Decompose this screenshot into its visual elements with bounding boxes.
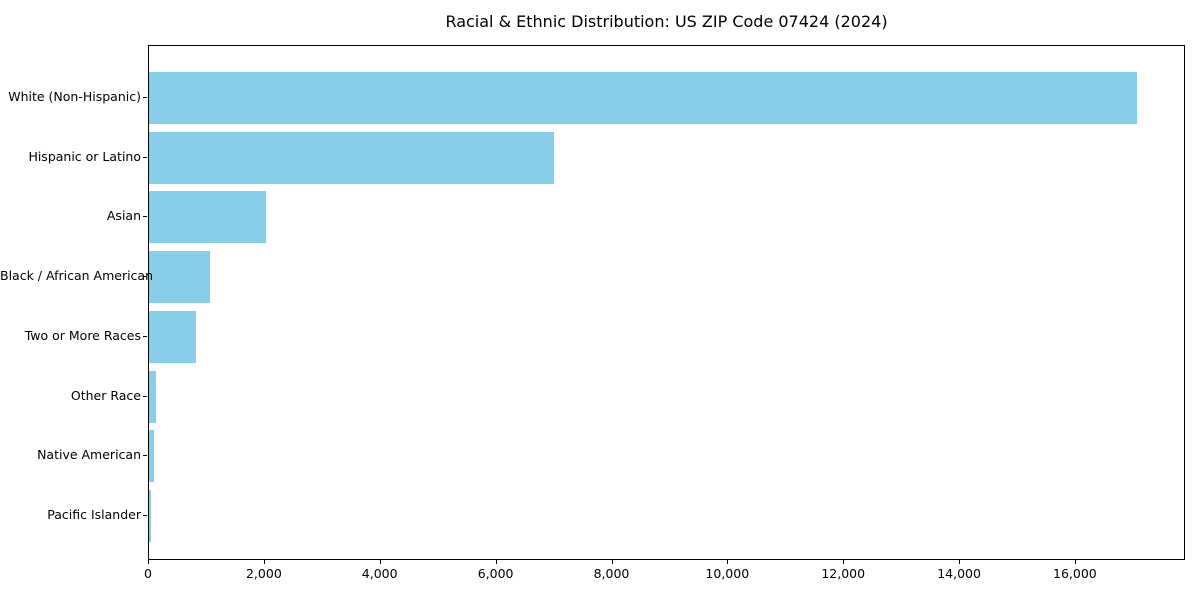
x-tick-mark bbox=[263, 560, 265, 564]
y-tick-mark bbox=[143, 455, 147, 457]
y-tick-label: Other Race bbox=[70, 387, 141, 403]
x-tick-mark bbox=[843, 560, 845, 564]
bar-black-african-american bbox=[149, 251, 211, 304]
y-tick-mark bbox=[143, 97, 147, 98]
x-tick-mark bbox=[148, 560, 149, 564]
bar-native-american bbox=[149, 430, 154, 483]
x-tick-mark bbox=[379, 560, 381, 564]
x-tick-label: 16,000 bbox=[1053, 566, 1097, 581]
y-tick-mark bbox=[143, 395, 147, 397]
y-tick-mark bbox=[143, 335, 147, 337]
x-tick-mark bbox=[495, 560, 497, 564]
y-tick-mark bbox=[143, 514, 147, 516]
x-tick-label: 4,000 bbox=[361, 566, 398, 581]
y-tick-label: White (Non-Hispanic) bbox=[8, 89, 141, 104]
y-tick-label: Native American bbox=[37, 447, 141, 463]
bar-pacific-islander bbox=[149, 489, 152, 542]
y-tick-mark bbox=[143, 276, 147, 278]
bar-other-race bbox=[149, 370, 157, 423]
y-tick-label: Black / African American bbox=[0, 268, 154, 284]
x-tick-label: 0 bbox=[144, 566, 152, 581]
x-tick-label: 8,000 bbox=[593, 566, 630, 581]
y-tick-label: Pacific Islander bbox=[47, 506, 141, 522]
x-tick-mark bbox=[727, 560, 729, 564]
x-tick-label: 14,000 bbox=[937, 566, 981, 581]
y-tick-mark bbox=[143, 216, 147, 218]
bar-asian bbox=[149, 191, 266, 244]
bar-two-or-more-races bbox=[149, 310, 196, 363]
x-tick-mark bbox=[959, 560, 961, 564]
bar-hispanic-or-latino bbox=[149, 131, 554, 184]
y-tick-label: Two or More Races bbox=[24, 327, 141, 343]
x-tick-mark bbox=[611, 560, 613, 564]
y-tick-label: Hispanic or Latino bbox=[28, 148, 141, 164]
bar-white-non-hispanic bbox=[149, 72, 1137, 124]
chart-title: Racial & Ethnic Distribution: US ZIP Cod… bbox=[445, 12, 888, 31]
x-tick-label: 6,000 bbox=[477, 566, 514, 581]
y-tick-mark bbox=[143, 156, 147, 158]
plot-area bbox=[148, 45, 1185, 560]
x-tick-label: 12,000 bbox=[821, 566, 866, 581]
x-tick-mark bbox=[1074, 560, 1076, 564]
y-tick-label: Asian bbox=[106, 208, 141, 224]
x-tick-label: 10,000 bbox=[705, 566, 750, 581]
x-tick-label: 2,000 bbox=[245, 566, 282, 581]
